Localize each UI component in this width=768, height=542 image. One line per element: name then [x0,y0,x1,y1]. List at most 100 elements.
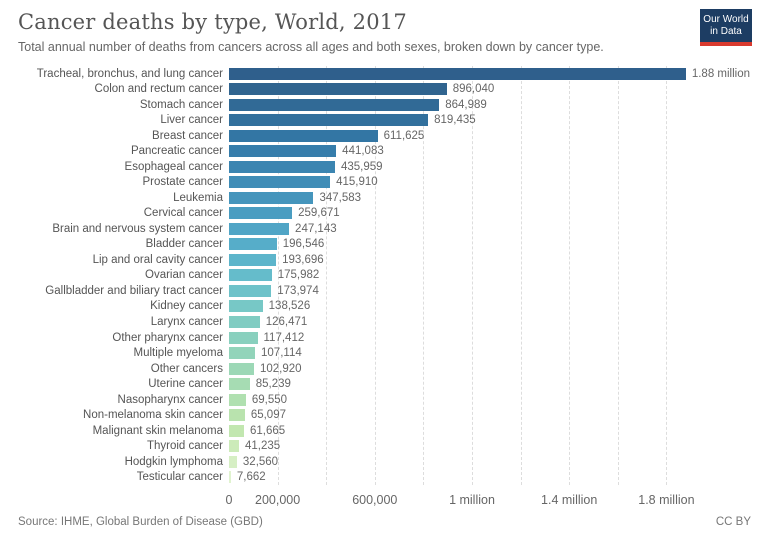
gridline [569,66,571,485]
bar-row: Multiple myeloma 107,114 [0,345,768,361]
category-label: Other pharynx cancer [112,331,223,344]
source-note[interactable]: Source: IHME, Global Burden of Disease (… [18,516,263,528]
bar[interactable] [229,393,246,406]
bar[interactable] [229,471,231,484]
bar-row: Cervical cancer 259,671 [0,206,768,222]
category-label: Colon and rectum cancer [94,83,223,96]
category-label: Hodgkin lymphoma [124,455,223,468]
bar[interactable] [229,316,260,328]
bar[interactable] [229,455,237,468]
value-label: 117,412 [263,331,305,344]
bar[interactable] [229,362,254,375]
category-label: Cervical cancer [143,207,223,220]
owid-logo-line2: in Data [710,25,742,37]
category-label: Liver cancer [160,114,223,127]
bar[interactable] [229,238,277,251]
bar-row: Lip and oral cavity cancer 193,696 [0,252,768,268]
bar[interactable] [229,191,314,204]
bar[interactable] [229,424,244,437]
value-label: 65,097 [250,409,286,422]
value-label: 435,959 [340,160,383,173]
bar[interactable] [229,98,440,111]
bar-row: Malignant skin melanoma 61,665 [0,423,768,439]
bar-row: Bladder cancer 196,546 [0,237,768,253]
bar-row: Colon and rectum cancer 896,040 [0,82,768,98]
value-label: 126,471 [265,316,308,328]
category-label: Uterine cancer [148,378,223,391]
value-label: 61,665 [249,424,286,437]
bar-row: Stomach cancer 864,989 [0,97,768,113]
x-axis: 0 200,000 600,000 1 million 1.4 million 1.8 m… [226,493,699,511]
value-label: 102,920 [260,362,302,375]
value-label: 32,560 [242,455,279,468]
bar-row: Gallbladder and biliary tract cancer 173,… [0,283,768,299]
bar[interactable] [229,440,240,453]
value-label: 138,526 [268,300,311,313]
bar[interactable] [229,300,263,313]
value-label: 107,114 [261,347,302,360]
x-tick-label: 1.8 million [638,493,695,507]
bar[interactable] [229,284,272,297]
license-badge[interactable]: CC BY [715,516,751,528]
category-label: Thyroid cancer [146,440,223,453]
chart-header: Cancer deaths by type, World, 2017 Total… [18,10,678,54]
bar-row: Tracheal, bronchus, and lung cancer 1.88 … [0,66,768,82]
bar[interactable] [229,67,686,80]
value-label: 441,083 [342,145,384,158]
bar[interactable] [229,378,250,391]
category-label: Ovarian cancer [145,269,223,282]
bar-row: Larynx cancer 126,471 [0,314,768,330]
bar-row: Brain and nervous system cancer 247,143 [0,221,768,237]
value-label: 259,671 [298,207,340,220]
bar-row: Non-melanoma skin cancer 65,097 [0,407,768,423]
bar[interactable] [229,253,277,266]
bar-row: Esophageal cancer 435,959 [0,159,768,175]
bar[interactable] [229,83,447,96]
value-label: 347,583 [319,191,362,204]
value-label: 7,662 [236,471,266,484]
bar[interactable] [229,129,378,142]
bar[interactable] [229,114,429,127]
gridline [277,66,279,485]
bar[interactable] [229,222,290,235]
value-label: 864,989 [445,98,487,111]
bar-row: Nasopharynx cancer 69,550 [0,392,768,408]
category-label: Lip and oral cavity cancer [92,253,223,266]
bar-row: Other cancers 102,920 [0,361,768,377]
value-label: 69,550 [251,393,288,406]
x-tick-label: 600,000 [352,493,398,507]
x-tick-label: 1 million [449,493,495,507]
owid-logo-line1: Our World [703,13,749,25]
gridline [374,66,376,485]
value-label: 41,235 [245,440,281,453]
bar[interactable] [229,176,331,189]
category-label: Breast cancer [152,129,223,142]
category-label: Bladder cancer [145,238,223,251]
bar[interactable] [229,331,258,344]
bar-row: Ovarian cancer 175,982 [0,268,768,284]
x-tick-label: 1.4 million [541,493,598,507]
value-label: 85,239 [255,378,291,391]
category-label: Brain and nervous system cancer [52,222,223,235]
bar[interactable] [229,269,272,282]
bar[interactable] [229,160,335,173]
bar-row: Other pharynx cancer 117,412 [0,330,768,346]
bar-row: Liver cancer 819,435 [0,113,768,129]
bar[interactable] [229,145,337,158]
category-label: Prostate cancer [142,176,223,189]
gridline [472,66,473,485]
x-tick-label: 200,000 [255,493,301,507]
gridline [617,66,619,485]
value-label: 193,696 [282,253,324,266]
category-label: Pancreatic cancer [130,145,223,158]
value-label: 611,625 [383,129,425,142]
bar-chart-plot-area: Tracheal, bronchus, and lung cancer 1.88 … [0,66,768,485]
bar[interactable] [229,207,293,220]
bar[interactable] [229,347,256,360]
bar[interactable] [229,409,245,422]
category-label: Non-melanoma skin cancer [83,409,223,422]
category-label: Esophageal cancer [124,160,223,173]
gridline [520,66,522,485]
owid-logo[interactable]: Our World in Data [700,9,752,46]
